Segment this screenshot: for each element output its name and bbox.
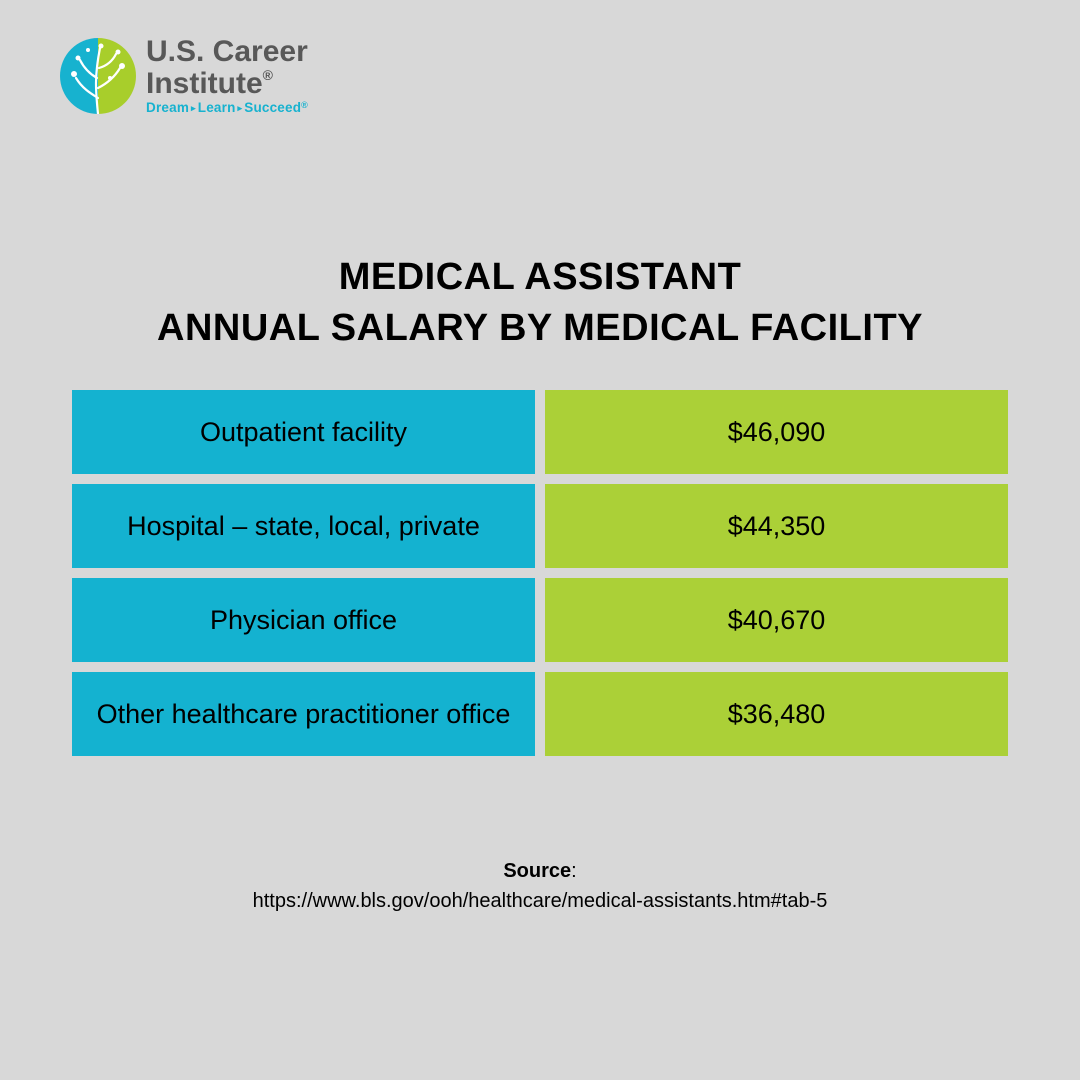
source-citation: Source: https://www.bls.gov/ooh/healthca… <box>0 856 1080 916</box>
table-row: Other healthcare practitioner office $36… <box>72 672 1008 756</box>
facility-cell: Hospital – state, local, private <box>72 484 535 568</box>
facility-cell: Other healthcare practitioner office <box>72 672 535 756</box>
logo-name-line2: Institute® <box>146 68 308 100</box>
salary-cell: $36,480 <box>545 672 1008 756</box>
logo-name-line1: U.S. Career <box>146 36 308 68</box>
source-url: https://www.bls.gov/ooh/healthcare/medic… <box>253 890 828 912</box>
table-row: Physician office $40,670 <box>72 578 1008 662</box>
salary-cell: $46,090 <box>545 390 1008 474</box>
logo-tagline: Dream▸Learn▸Succeed® <box>146 101 308 115</box>
table-row: Hospital – state, local, private $44,350 <box>72 484 1008 568</box>
facility-cell: Outpatient facility <box>72 390 535 474</box>
logo-text: U.S. Career Institute® Dream▸Learn▸Succe… <box>146 36 308 115</box>
title-line2: ANNUAL SALARY BY MEDICAL FACILITY <box>0 303 1080 354</box>
salary-table: Outpatient facility $46,090 Hospital – s… <box>72 390 1008 756</box>
salary-cell: $44,350 <box>545 484 1008 568</box>
logo-mark-icon <box>60 38 136 114</box>
page-title: MEDICAL ASSISTANT ANNUAL SALARY BY MEDIC… <box>0 252 1080 355</box>
title-line1: MEDICAL ASSISTANT <box>0 252 1080 303</box>
source-label: Source <box>503 860 571 882</box>
facility-cell: Physician office <box>72 578 535 662</box>
salary-cell: $40,670 <box>545 578 1008 662</box>
table-row: Outpatient facility $46,090 <box>72 390 1008 474</box>
brand-logo: U.S. Career Institute® Dream▸Learn▸Succe… <box>60 36 308 115</box>
